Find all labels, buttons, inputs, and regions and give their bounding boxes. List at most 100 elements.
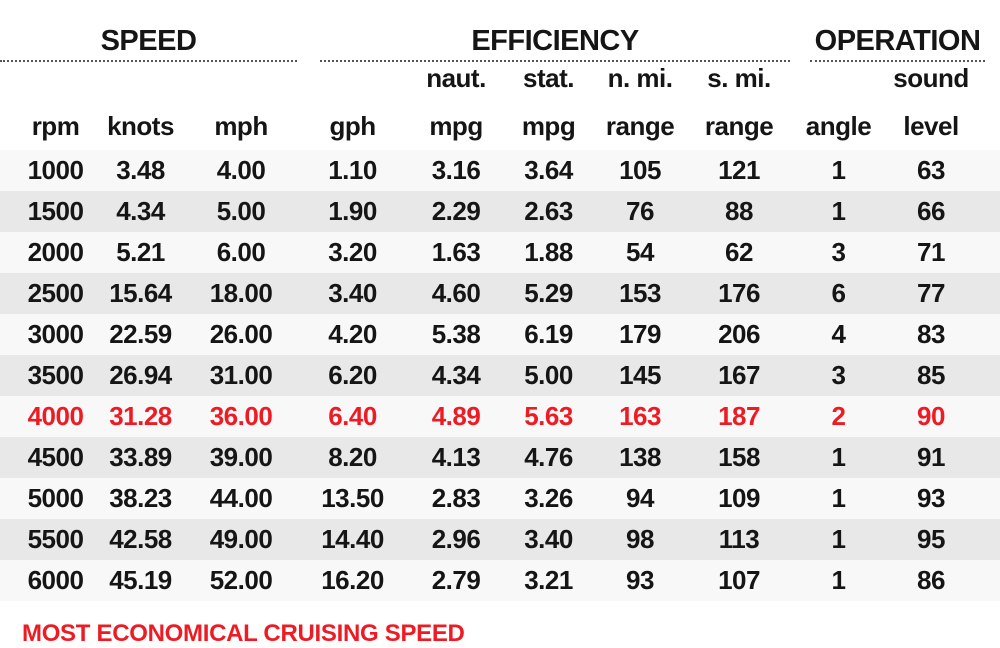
cell-rpm: 6000 <box>27 565 84 595</box>
table-body: 1000 3.48 4.00 1.10 3.16 3.64 105 121 1 63 1500 4.3… <box>0 150 1000 601</box>
section-efficiency-title: EFFICIENCY <box>320 26 791 62</box>
cell-nmi_range: 163 <box>619 401 661 431</box>
cell-gph: 1.90 <box>328 196 377 226</box>
cell-sound_level: 95 <box>917 524 945 554</box>
cell-naut_mpg: 2.79 <box>431 565 481 595</box>
cell-angle: 1 <box>831 565 846 595</box>
column-header-smi-range: range <box>704 111 774 141</box>
section-speed-title: SPEED <box>0 26 298 62</box>
cell-smi_range: 88 <box>725 196 753 226</box>
cell-knots: 4.34 <box>116 196 165 226</box>
subheader-nmi: n. mi. <box>607 63 673 93</box>
column-header-angle: angle <box>805 111 872 141</box>
cell-angle: 2 <box>831 401 846 431</box>
table-row: 1000 3.48 4.00 1.10 3.16 3.64 105 121 1 63 <box>0 150 1000 191</box>
cell-nmi_range: 93 <box>626 565 654 595</box>
cell-sound_level: 77 <box>917 278 945 308</box>
cell-knots: 38.23 <box>109 483 172 513</box>
cell-gph: 13.50 <box>321 483 384 513</box>
cell-nmi_range: 138 <box>619 442 661 472</box>
cell-stat_mpg: 3.64 <box>524 155 573 185</box>
cell-angle: 4 <box>831 319 846 349</box>
cell-knots: 3.48 <box>116 155 165 185</box>
cell-gph: 3.40 <box>328 278 377 308</box>
cell-angle: 1 <box>831 196 846 226</box>
cell-rpm: 3500 <box>27 360 84 390</box>
cell-gph: 8.20 <box>328 442 377 472</box>
cell-stat_mpg: 2.63 <box>524 196 573 226</box>
cell-gph: 1.10 <box>328 155 377 185</box>
cell-knots: 22.59 <box>109 319 172 349</box>
cell-angle: 3 <box>831 237 846 267</box>
subheader-spacer <box>297 62 408 94</box>
column-header-sound-level: level <box>903 111 959 141</box>
column-header-knots: knots <box>107 111 174 141</box>
cell-rpm: 1000 <box>27 155 84 185</box>
cell-stat_mpg: 5.63 <box>524 401 573 431</box>
cell-rpm: 2000 <box>27 237 84 267</box>
cell-rpm: 4000 <box>27 401 84 431</box>
cell-nmi_range: 76 <box>626 196 654 226</box>
cell-nmi_range: 153 <box>619 278 661 308</box>
cell-sound_level: 66 <box>917 196 945 226</box>
section-header-row: SPEED EFFICIENCY OPERATION <box>0 12 1000 62</box>
cell-sound_level: 93 <box>917 483 945 513</box>
footnote: MOST ECONOMICAL CRUISING SPEED <box>22 620 465 647</box>
cell-angle: 1 <box>831 524 846 554</box>
table-row: 3000 22.59 26.00 4.20 5.38 6.19 179 206 4 83 <box>0 314 1000 355</box>
table-row: 4500 33.89 39.00 8.20 4.13 4.76 138 158 1 91 <box>0 437 1000 478</box>
cell-mph: 44.00 <box>209 483 273 513</box>
section-speed: SPEED <box>0 12 298 62</box>
cell-gph: 6.20 <box>328 360 377 390</box>
cell-naut_mpg: 5.38 <box>431 319 481 349</box>
cell-stat_mpg: 1.88 <box>524 237 573 267</box>
cell-sound_level: 71 <box>917 237 945 267</box>
cell-knots: 5.21 <box>116 237 165 267</box>
cell-angle: 6 <box>831 278 846 308</box>
cell-rpm: 4500 <box>27 442 84 472</box>
cell-smi_range: 158 <box>718 442 760 472</box>
table-row: 1500 4.34 5.00 1.90 2.29 2.63 76 88 1 66 <box>0 191 1000 232</box>
cell-sound_level: 86 <box>917 565 945 595</box>
table-row: 2000 5.21 6.00 3.20 1.63 1.88 54 62 3 71 <box>0 232 1000 273</box>
cell-gph: 3.20 <box>328 237 377 267</box>
cell-stat_mpg: 5.29 <box>524 278 573 308</box>
cell-rpm: 1500 <box>27 196 84 226</box>
cell-stat_mpg: 6.19 <box>524 319 573 349</box>
cell-mph: 52.00 <box>209 565 273 595</box>
cell-nmi_range: 179 <box>619 319 661 349</box>
cell-gph: 4.20 <box>328 319 377 349</box>
column-label-row: rpm knots mph gph mpg mpg range range an… <box>0 94 1000 150</box>
cell-mph: 4.00 <box>216 155 266 185</box>
cell-gph: 16.20 <box>321 565 384 595</box>
cell-sound_level: 63 <box>917 155 945 185</box>
cell-mph: 18.00 <box>209 278 273 308</box>
cell-knots: 42.58 <box>109 524 172 554</box>
table-row: 2500 15.64 18.00 3.40 4.60 5.29 153 176 6 77 <box>0 273 1000 314</box>
cell-sound_level: 85 <box>917 360 945 390</box>
cell-naut_mpg: 4.13 <box>431 442 481 472</box>
cell-smi_range: 187 <box>718 401 760 431</box>
cell-rpm: 3000 <box>27 319 84 349</box>
subheader-sound: sound <box>893 63 969 93</box>
subheader-spacer <box>0 62 96 94</box>
table-row: 5000 38.23 44.00 13.50 2.83 3.26 94 109 1 93 <box>0 478 1000 519</box>
cell-stat_mpg: 3.40 <box>524 524 573 554</box>
cell-naut_mpg: 2.96 <box>431 524 481 554</box>
cell-smi_range: 167 <box>718 360 760 390</box>
cell-naut_mpg: 4.60 <box>431 278 481 308</box>
subheader-spacer <box>791 62 886 94</box>
cell-rpm: 2500 <box>27 278 84 308</box>
subheader-spacer <box>96 62 185 94</box>
column-header-nmi-range: range <box>605 111 675 141</box>
cell-naut_mpg: 2.83 <box>431 483 481 513</box>
section-operation: OPERATION <box>791 12 1000 62</box>
cell-sound_level: 83 <box>917 319 945 349</box>
cell-sound_level: 90 <box>917 401 945 431</box>
cell-rpm: 5000 <box>27 483 84 513</box>
subheader-smi: s. mi. <box>707 63 771 93</box>
column-header-gph: gph <box>329 111 376 141</box>
cell-nmi_range: 98 <box>626 524 654 554</box>
cell-knots: 26.94 <box>109 360 172 390</box>
cell-angle: 1 <box>831 155 846 185</box>
